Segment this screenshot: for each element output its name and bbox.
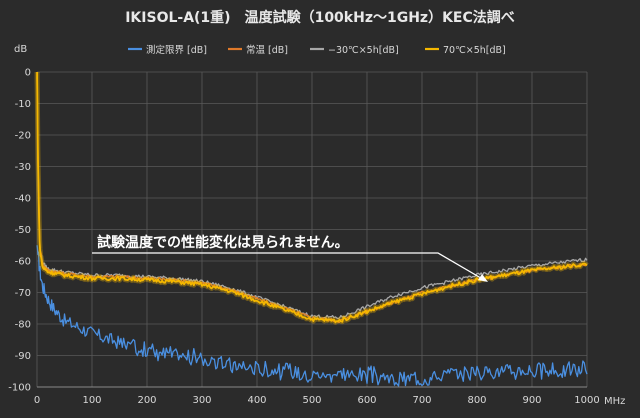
y-tick-label: -10 [15, 99, 31, 110]
y-tick-label: -60 [15, 257, 31, 268]
grid [36, 71, 588, 388]
x-tick-label: 200 [137, 395, 156, 406]
chart-title: IKISOL-A(1重) 温度試験（100kHz～1GHz）KEC法調べ [125, 9, 515, 26]
y-tick-label: -50 [15, 225, 31, 236]
x-tick-label: 1000 [574, 395, 599, 406]
legend-label: 常温 [dB] [246, 44, 288, 56]
y-axis-label: dB [14, 44, 27, 55]
series-line [36, 72, 588, 324]
annotation-arrowhead [478, 274, 488, 282]
x-tick-label: 600 [357, 395, 376, 406]
x-tick-label: 800 [467, 395, 486, 406]
series-3 [34, 72, 589, 325]
series-line [36, 245, 588, 387]
x-tick-label: 400 [247, 395, 266, 406]
y-tick-label: -80 [15, 320, 31, 331]
x-tick-label: 300 [192, 395, 211, 406]
y-tick-label: -90 [15, 351, 31, 362]
x-tick-label: 500 [302, 395, 321, 406]
x-tick-label: 900 [522, 395, 541, 406]
annotation-arrow [92, 252, 487, 282]
x-tick-label: 700 [412, 395, 431, 406]
series-line [36, 72, 588, 323]
y-ticks: 0 -10 -20 -30 -40 -50 -60 -70 -80 -90 -100 [8, 68, 31, 394]
x-ticks: 0 100 200 300 400 500 600 700 800 900 1000 [34, 395, 600, 406]
series-1 [36, 72, 588, 323]
x-tick-label: 0 [34, 395, 40, 406]
y-tick-label: -40 [15, 194, 31, 205]
series-0 [36, 245, 588, 387]
annotation: 試験温度での性能変化は見られません。 [97, 234, 349, 251]
legend-label: 測定限界 [dB] [146, 44, 207, 56]
series-layer [34, 72, 589, 387]
y-tick-label: 0 [25, 68, 31, 79]
y-tick-label: -30 [15, 162, 31, 173]
y-tick-label: -20 [15, 131, 31, 142]
y-tick-label: -100 [8, 383, 31, 394]
x-axis-label: MHz [604, 396, 625, 407]
legend-label: 70℃×5h[dB] [443, 45, 506, 56]
legend: 測定限界 [dB] 常温 [dB] −30℃×5h[dB] 70℃×5h[dB] [128, 44, 506, 56]
legend-label: −30℃×5h[dB] [328, 45, 399, 56]
y-tick-label: -70 [15, 288, 31, 299]
x-tick-label: 100 [82, 395, 101, 406]
